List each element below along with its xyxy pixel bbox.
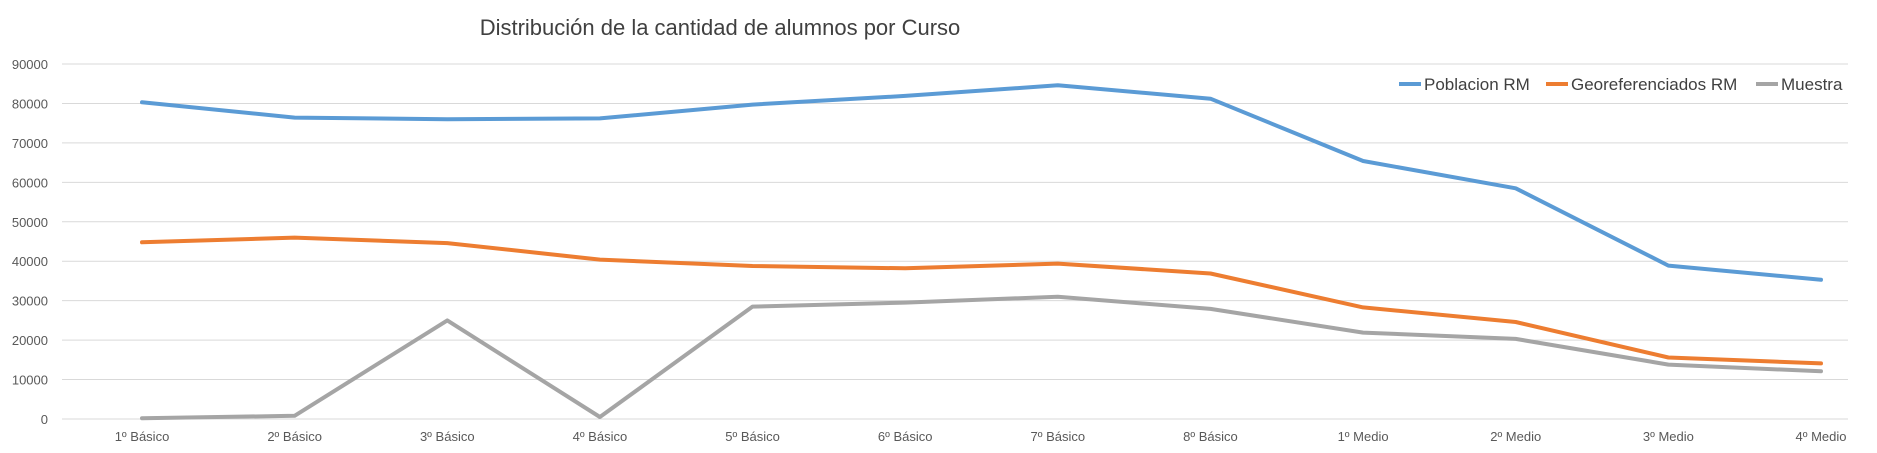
x-tick-label: 1º Medio: [1338, 429, 1389, 444]
y-tick-label: 0: [41, 412, 48, 427]
y-tick-label: 80000: [12, 96, 48, 111]
x-tick-label: 3º Medio: [1643, 429, 1694, 444]
legend-label: Georeferenciados RM: [1571, 75, 1737, 94]
series-line-3: [140, 294, 1823, 421]
y-axis-ticks: 0 10000 20000 30000 40000 50000 60000 70000 8000…: [12, 57, 48, 427]
x-tick-label: 8º Básico: [1183, 429, 1238, 444]
x-tick-label: 3º Básico: [420, 429, 475, 444]
y-tick-label: 60000: [12, 175, 48, 190]
y-tick-label: 40000: [12, 254, 48, 269]
gridlines: [62, 63, 1848, 420]
x-axis-ticks: 1º Básico 2º Básico 3º Básico 4º Básico 5º B…: [115, 429, 1847, 444]
x-tick-label: 4º Básico: [573, 429, 628, 444]
y-tick-label: 50000: [12, 215, 48, 230]
series-line-1: [140, 83, 1823, 282]
x-tick-label: 1º Básico: [115, 429, 170, 444]
x-tick-label: 4º Medio: [1796, 429, 1847, 444]
y-tick-label: 30000: [12, 294, 48, 309]
x-tick-label: 6º Básico: [878, 429, 933, 444]
x-tick-label: 5º Básico: [725, 429, 780, 444]
legend: Poblacion RM Georeferenciados RM Muestra: [1399, 75, 1843, 94]
y-tick-label: 90000: [12, 57, 48, 72]
y-tick-label: 10000: [12, 373, 48, 388]
chart-title: Distribución de la cantidad de alumnos p…: [480, 15, 961, 40]
series-line-2: [140, 235, 1823, 366]
legend-label: Muestra: [1781, 75, 1843, 94]
series-lines: [140, 83, 1823, 421]
x-tick-label: 2º Básico: [267, 429, 322, 444]
legend-label: Poblacion RM: [1424, 75, 1530, 94]
y-tick-label: 20000: [12, 333, 48, 348]
y-tick-label: 70000: [12, 136, 48, 151]
x-tick-label: 7º Básico: [1031, 429, 1086, 444]
x-tick-label: 2º Medio: [1490, 429, 1541, 444]
